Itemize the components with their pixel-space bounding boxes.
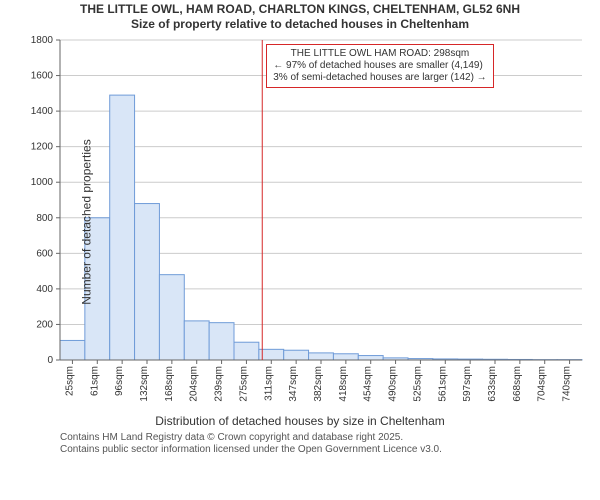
svg-text:561sqm: 561sqm bbox=[437, 366, 448, 402]
chart-title: THE LITTLE OWL, HAM ROAD, CHARLTON KINGS… bbox=[0, 0, 600, 32]
svg-text:96sqm: 96sqm bbox=[114, 366, 125, 396]
svg-text:0: 0 bbox=[47, 355, 53, 366]
x-axis-label: Distribution of detached houses by size … bbox=[0, 414, 600, 428]
svg-text:1000: 1000 bbox=[31, 177, 54, 188]
callout-line-3: 3% of semi-detached houses are larger (1… bbox=[273, 72, 486, 84]
svg-text:490sqm: 490sqm bbox=[388, 366, 399, 402]
svg-text:1800: 1800 bbox=[31, 35, 54, 46]
svg-text:704sqm: 704sqm bbox=[537, 366, 548, 402]
svg-text:200: 200 bbox=[36, 319, 53, 330]
svg-text:668sqm: 668sqm bbox=[512, 366, 523, 402]
svg-text:418sqm: 418sqm bbox=[338, 366, 349, 402]
svg-text:1400: 1400 bbox=[31, 106, 54, 117]
title-line-1: THE LITTLE OWL, HAM ROAD, CHARLTON KINGS… bbox=[0, 2, 600, 17]
svg-text:132sqm: 132sqm bbox=[139, 366, 150, 402]
svg-text:600: 600 bbox=[36, 248, 53, 259]
svg-text:1200: 1200 bbox=[31, 142, 54, 153]
svg-text:454sqm: 454sqm bbox=[363, 366, 374, 402]
svg-text:597sqm: 597sqm bbox=[462, 366, 473, 402]
svg-text:25sqm: 25sqm bbox=[64, 366, 75, 396]
svg-text:168sqm: 168sqm bbox=[164, 366, 175, 402]
marker-callout: THE LITTLE OWL HAM ROAD: 298sqm ← 97% of… bbox=[266, 44, 493, 88]
svg-text:800: 800 bbox=[36, 213, 53, 224]
svg-text:740sqm: 740sqm bbox=[562, 366, 573, 402]
footnote: Contains HM Land Registry data © Crown c… bbox=[0, 428, 600, 455]
svg-text:61sqm: 61sqm bbox=[89, 366, 100, 396]
svg-text:311sqm: 311sqm bbox=[263, 366, 274, 401]
svg-text:525sqm: 525sqm bbox=[412, 366, 423, 402]
svg-text:400: 400 bbox=[36, 284, 53, 295]
chart-area: Number of detached properties 0 200 400 600… bbox=[0, 32, 600, 412]
callout-line-1: THE LITTLE OWL HAM ROAD: 298sqm bbox=[273, 48, 486, 60]
callout-line-2: ← 97% of detached houses are smaller (4,… bbox=[273, 60, 486, 72]
svg-text:1600: 1600 bbox=[31, 71, 54, 82]
title-line-2: Size of property relative to detached ho… bbox=[0, 17, 600, 32]
svg-text:275sqm: 275sqm bbox=[238, 366, 249, 402]
footnote-line-1: Contains HM Land Registry data © Crown c… bbox=[60, 432, 600, 444]
svg-text:347sqm: 347sqm bbox=[288, 366, 299, 402]
svg-text:239sqm: 239sqm bbox=[214, 366, 225, 402]
footnote-line-2: Contains public sector information licen… bbox=[60, 444, 600, 456]
svg-text:382sqm: 382sqm bbox=[313, 366, 324, 402]
svg-text:633sqm: 633sqm bbox=[487, 366, 498, 402]
y-axis-label: Number of detached properties bbox=[80, 139, 94, 304]
svg-text:204sqm: 204sqm bbox=[189, 366, 200, 402]
